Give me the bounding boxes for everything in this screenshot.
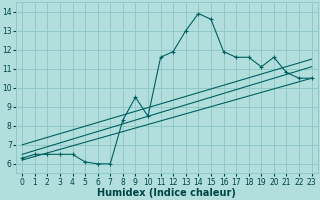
X-axis label: Humidex (Indice chaleur): Humidex (Indice chaleur) [98, 188, 236, 198]
